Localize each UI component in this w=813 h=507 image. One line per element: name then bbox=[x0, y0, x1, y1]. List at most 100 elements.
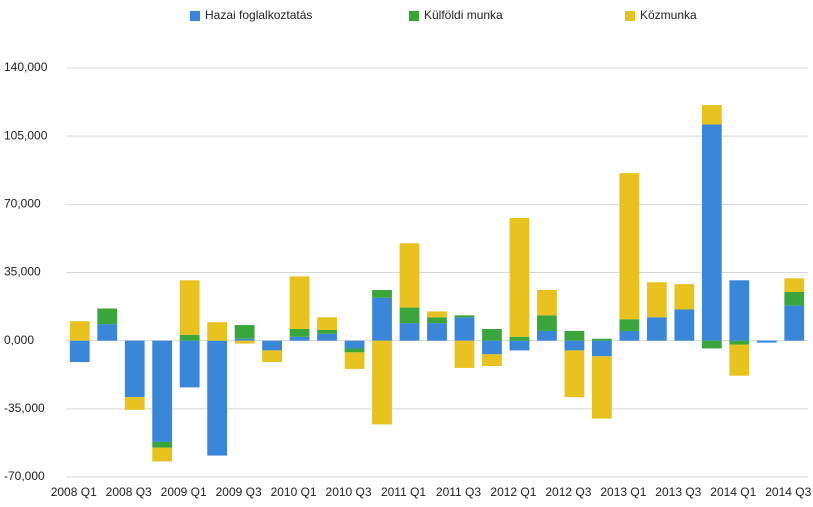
x-tick-label: 2013 Q3 bbox=[655, 485, 701, 499]
bar-segment bbox=[234, 325, 255, 339]
bar-segment bbox=[234, 340, 255, 344]
y-tick-label: 35,000 bbox=[4, 265, 41, 279]
bar-segment bbox=[537, 315, 557, 331]
x-tick-label: 2008 Q3 bbox=[106, 485, 152, 499]
x-tick-label: 2010 Q3 bbox=[326, 485, 372, 499]
bar-segment bbox=[207, 340, 228, 456]
bar-segment bbox=[152, 447, 173, 462]
bar-segment bbox=[729, 344, 750, 376]
x-tick-label: 2013 Q1 bbox=[600, 485, 646, 499]
bar-segment bbox=[509, 217, 530, 337]
bar-segment bbox=[344, 352, 365, 369]
bar-segment bbox=[482, 354, 502, 366]
bar-segment bbox=[399, 323, 420, 341]
y-tick-label: -70,000 bbox=[4, 469, 45, 483]
bar-segment bbox=[124, 397, 145, 410]
x-tick-label: 2014 Q1 bbox=[710, 485, 756, 499]
bar-segment bbox=[317, 317, 337, 330]
bar-segment bbox=[344, 348, 365, 353]
bar-segment bbox=[124, 340, 145, 398]
bar-segment bbox=[756, 340, 777, 343]
bar-segment bbox=[179, 280, 200, 335]
bar-segment bbox=[537, 290, 557, 316]
legend-swatch bbox=[190, 11, 200, 21]
x-tick-label: 2014 Q3 bbox=[765, 485, 811, 499]
y-tick-label: 140,000 bbox=[4, 60, 48, 74]
bar-segment bbox=[674, 284, 695, 310]
y-tick-label: 0,000 bbox=[4, 333, 34, 347]
bar-segment bbox=[179, 340, 200, 388]
bar-segment bbox=[289, 336, 310, 341]
x-tick-label: 2012 Q1 bbox=[490, 485, 536, 499]
bar-segment bbox=[591, 340, 612, 357]
x-tick-label: 2009 Q1 bbox=[161, 485, 207, 499]
bar-segment bbox=[784, 305, 805, 341]
bar-segment bbox=[701, 124, 722, 341]
x-tick-label: 2010 Q1 bbox=[271, 485, 317, 499]
bar-segment bbox=[454, 317, 475, 341]
bar-segment bbox=[427, 323, 447, 341]
bar-segment bbox=[427, 317, 447, 324]
bar-segment bbox=[69, 321, 90, 341]
bar-segment bbox=[317, 329, 337, 334]
bar-segment bbox=[646, 317, 667, 341]
bar-segment bbox=[509, 336, 530, 341]
bar-segment bbox=[372, 290, 392, 298]
bar-segment bbox=[262, 350, 283, 363]
bar-segment bbox=[344, 340, 365, 349]
bar-segment bbox=[152, 340, 173, 442]
legend-swatch bbox=[625, 11, 635, 21]
bar-segment bbox=[784, 278, 805, 292]
bar-segment bbox=[372, 340, 392, 425]
bar-segment bbox=[591, 338, 612, 341]
legend-label: Hazai foglalkoztatás bbox=[205, 8, 312, 22]
bar-segment bbox=[234, 338, 255, 341]
bar-segment bbox=[564, 350, 585, 398]
bar-segment bbox=[591, 356, 612, 419]
bar-segment bbox=[317, 333, 337, 341]
bar-segment bbox=[646, 282, 667, 318]
bar-segment bbox=[674, 309, 695, 341]
bar-segment bbox=[427, 311, 447, 318]
legend-label: Külföldi munka bbox=[424, 8, 503, 22]
bar-segment bbox=[262, 340, 283, 351]
bar-segment bbox=[97, 324, 118, 341]
bar-segment bbox=[399, 307, 420, 324]
bar-segment bbox=[207, 322, 228, 341]
bar-segment bbox=[289, 328, 310, 337]
bar-segment bbox=[619, 330, 640, 341]
bar-segment bbox=[729, 280, 750, 341]
y-tick-label: -35,000 bbox=[4, 401, 45, 415]
bar-segment bbox=[289, 276, 310, 329]
bar-segment bbox=[619, 173, 640, 320]
x-tick-label: 2008 Q1 bbox=[51, 485, 97, 499]
bar-segment bbox=[537, 330, 557, 341]
bar-segment bbox=[564, 330, 585, 341]
bar-segment bbox=[619, 319, 640, 331]
bar-segment bbox=[399, 243, 420, 308]
x-tick-label: 2011 Q1 bbox=[381, 485, 426, 499]
bar-segment bbox=[454, 340, 475, 368]
bar-segment bbox=[784, 291, 805, 306]
bar-segment bbox=[729, 340, 750, 345]
bar-segment bbox=[701, 340, 722, 349]
bar-segment bbox=[97, 308, 118, 325]
bar-segment bbox=[482, 340, 502, 355]
x-tick-label: 2009 Q3 bbox=[216, 485, 262, 499]
bar-segment bbox=[564, 340, 585, 351]
bar-segment bbox=[701, 105, 722, 125]
legend-swatch bbox=[409, 11, 419, 21]
bar-segment bbox=[454, 315, 475, 318]
x-tick-label: 2011 Q3 bbox=[436, 485, 481, 499]
bar-segment bbox=[509, 340, 530, 351]
y-tick-label: 105,000 bbox=[4, 128, 48, 142]
y-tick-label: 70,000 bbox=[4, 197, 41, 211]
bar-segment bbox=[372, 297, 392, 341]
bar-segment bbox=[69, 340, 90, 363]
legend-label: Közmunka bbox=[640, 8, 697, 22]
bar-segment bbox=[152, 441, 173, 448]
bar-segment bbox=[179, 334, 200, 341]
bar-segment bbox=[482, 328, 502, 341]
x-tick-label: 2012 Q3 bbox=[545, 485, 591, 499]
